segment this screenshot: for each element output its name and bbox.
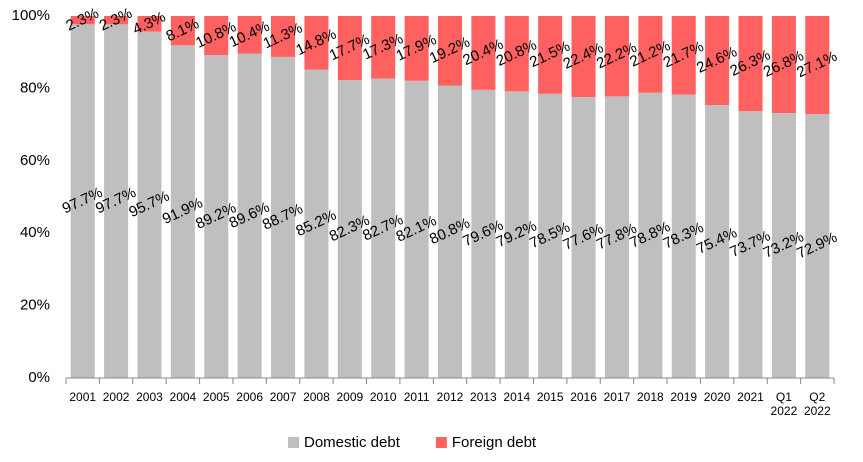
bar-segment xyxy=(604,16,629,97)
x-tick-label: 2018 xyxy=(637,390,664,404)
bar-segment xyxy=(404,16,429,81)
bar-segment xyxy=(437,85,463,378)
x-tick-label: 2015 xyxy=(537,390,564,404)
legend-swatch xyxy=(288,437,299,448)
y-tick-label: 60% xyxy=(20,152,50,169)
bar-segment xyxy=(471,16,496,90)
bar-segment xyxy=(170,16,195,46)
bar-segment xyxy=(204,16,229,56)
bar-segment xyxy=(471,89,496,379)
bar-segment xyxy=(638,16,663,93)
bar-segment xyxy=(137,16,162,32)
x-tick-label: 2013 xyxy=(470,390,497,404)
x-tick-label: 2001 xyxy=(69,390,96,404)
bar-segment xyxy=(437,16,463,86)
x-tick-label: 2011 xyxy=(404,390,430,404)
bar-segment xyxy=(271,16,296,57)
bar-segment xyxy=(504,91,529,379)
x-tick-label: 2003 xyxy=(136,390,163,404)
x-tick-label: 2004 xyxy=(170,390,197,404)
y-tick-label: 40% xyxy=(20,224,50,241)
bar-segment xyxy=(137,31,162,378)
x-tick-label: 2019 xyxy=(670,390,697,404)
x-tick-label: 2016 xyxy=(570,390,597,404)
bar-segment xyxy=(571,97,596,378)
bar-segment xyxy=(237,16,262,54)
x-tick-label: 2005 xyxy=(203,390,230,404)
y-tick-label: 80% xyxy=(20,79,50,96)
legend-label: Foreign debt xyxy=(452,434,537,451)
bar-segment xyxy=(705,16,730,106)
bar-segment xyxy=(104,24,129,379)
x-tick-label: Q2 2022 xyxy=(804,390,831,418)
y-tick-label: 20% xyxy=(20,297,50,314)
bar-segment xyxy=(237,53,262,378)
x-tick-label: 2002 xyxy=(103,390,130,404)
bar-segment xyxy=(805,16,830,115)
bar-segment xyxy=(705,105,730,378)
bar-segment xyxy=(671,16,696,95)
bar-segment xyxy=(337,80,362,378)
bar-segment xyxy=(571,16,596,98)
bar-segment xyxy=(304,16,329,70)
bar-segment xyxy=(104,16,129,25)
bar-segment xyxy=(70,16,95,25)
y-tick-label: 0% xyxy=(28,369,50,386)
x-tick-label: 2020 xyxy=(704,390,731,404)
bar-segment xyxy=(304,69,329,379)
bar-segment xyxy=(738,111,763,379)
x-tick-label: 2009 xyxy=(336,390,363,404)
x-tick-label: Q1 2022 xyxy=(771,390,798,418)
bar-segment xyxy=(604,96,629,378)
x-tick-label: 2014 xyxy=(503,390,530,404)
bar-segment xyxy=(738,16,763,112)
bar-segment xyxy=(504,16,529,92)
bar-segment xyxy=(805,114,830,379)
bar-segment xyxy=(638,92,663,378)
y-tick-label: 100% xyxy=(12,7,50,24)
bar-segment xyxy=(404,80,429,378)
x-tick-label: 2007 xyxy=(270,390,297,404)
bar-segment xyxy=(371,78,396,378)
legend-swatch xyxy=(435,437,447,448)
x-tick-label: 2010 xyxy=(370,390,397,404)
bar-segment xyxy=(538,16,563,94)
bar-segment xyxy=(371,16,396,79)
x-tick-label: 2012 xyxy=(437,390,464,404)
bar-segment xyxy=(170,45,195,379)
bar-segment xyxy=(70,24,95,379)
legend-label: Domestic debt xyxy=(304,434,401,451)
x-tick-label: 2021 xyxy=(737,390,764,404)
bar-segment xyxy=(771,16,796,114)
x-tick-label: 2017 xyxy=(604,390,631,404)
bar-segment xyxy=(538,93,563,378)
bar-segment xyxy=(671,94,696,378)
x-tick-label: 2006 xyxy=(236,390,263,404)
bar-segment xyxy=(337,16,362,81)
bar-segment xyxy=(204,55,229,378)
bar-segment xyxy=(271,56,296,378)
bar-segment xyxy=(771,113,796,379)
x-tick-label: 2008 xyxy=(303,390,330,404)
